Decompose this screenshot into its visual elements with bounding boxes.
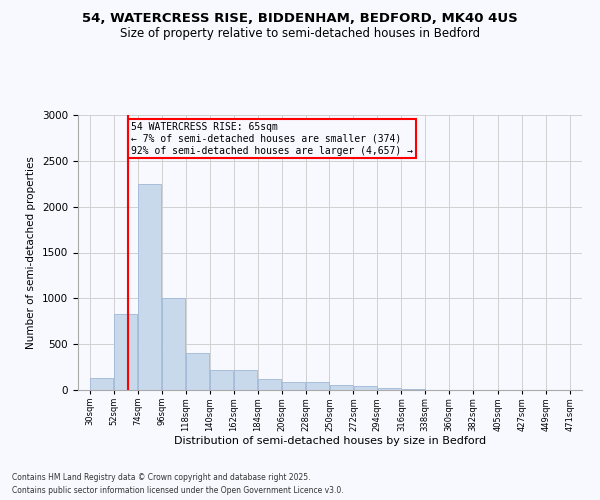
Text: Contains HM Land Registry data © Crown copyright and database right 2025.: Contains HM Land Registry data © Crown c… — [12, 474, 311, 482]
Text: 54, WATERCRESS RISE, BIDDENHAM, BEDFORD, MK40 4US: 54, WATERCRESS RISE, BIDDENHAM, BEDFORD,… — [82, 12, 518, 26]
Bar — [115, 314, 137, 390]
Text: 54 WATERCRESS RISE: 65sqm
← 7% of semi-detached houses are smaller (374)
92% of : 54 WATERCRESS RISE: 65sqm ← 7% of semi-d… — [131, 122, 413, 156]
Bar — [354, 386, 377, 390]
Text: Size of property relative to semi-detached houses in Bedford: Size of property relative to semi-detach… — [120, 28, 480, 40]
Bar — [306, 382, 329, 390]
Bar — [91, 378, 113, 390]
Bar — [139, 184, 161, 390]
Bar — [258, 379, 281, 390]
Bar — [234, 370, 257, 390]
Text: Contains public sector information licensed under the Open Government Licence v3: Contains public sector information licen… — [12, 486, 344, 495]
Y-axis label: Number of semi-detached properties: Number of semi-detached properties — [26, 156, 37, 349]
Bar — [210, 370, 233, 390]
X-axis label: Distribution of semi-detached houses by size in Bedford: Distribution of semi-detached houses by … — [174, 436, 486, 446]
Bar — [378, 388, 401, 390]
Bar — [162, 298, 185, 390]
Bar — [186, 354, 209, 390]
Bar — [282, 382, 305, 390]
Bar — [330, 384, 353, 390]
